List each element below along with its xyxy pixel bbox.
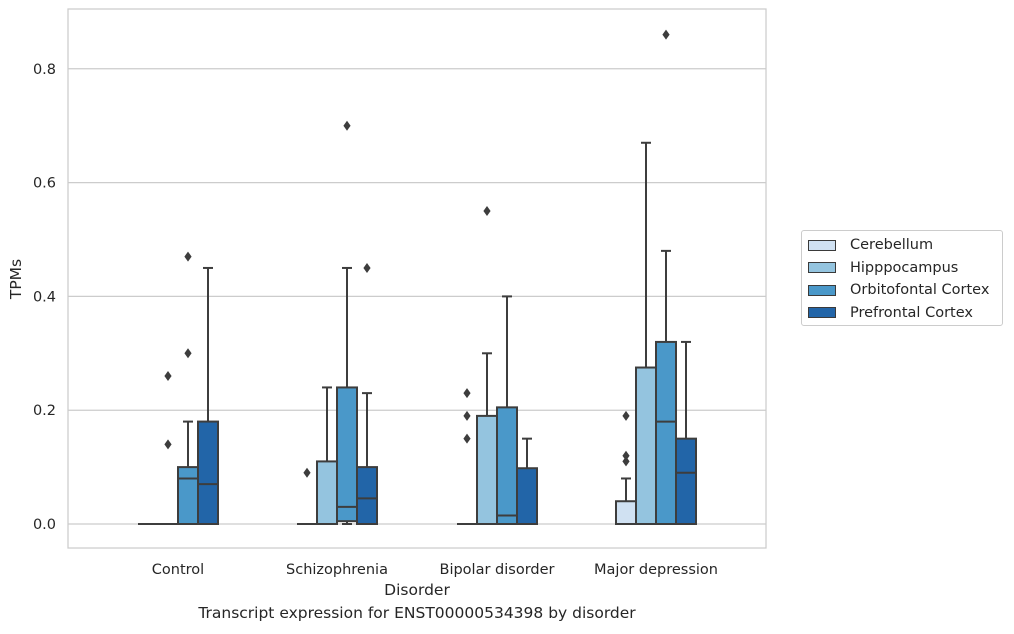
box-body [516,467,538,526]
outlier-point [184,348,192,359]
box-body [496,406,518,526]
outlier-point [463,410,471,421]
box-1-0 [297,467,317,525]
y-tick-labels: 0.0 0.2 0.4 0.6 0.8 [33,62,56,533]
y-tick-label: 0.2 [33,403,56,419]
outlier-point [363,262,371,273]
box-body [336,386,358,523]
box-2-3 [516,437,538,526]
outlier-point [184,251,192,262]
box-body [197,420,219,525]
outlier-point [622,450,630,461]
legend-swatch [808,284,836,296]
box-0-3 [197,266,219,525]
outlier-point [622,456,630,467]
y-tick-label: 0.4 [33,289,56,305]
box-body [615,500,637,525]
boxes [138,29,697,526]
legend-swatch [808,239,836,251]
outlier-point [662,29,670,40]
legend-item: Prefrontal Cortex [808,303,973,323]
box-body [356,466,378,526]
legend-label: Prefrontal Cortex [850,304,973,321]
x-tick-label: Major depression [594,562,718,578]
legend-label: Cerebellum [850,237,934,253]
x-tick-label: Schizophrenia [286,562,388,578]
y-tick-label: 0.0 [33,517,56,533]
outlier-point [622,410,630,421]
x-tick-label: Bipolar disorder [440,562,555,578]
box-0-1 [158,371,178,525]
y-axis-title: TPMs [7,259,25,300]
box-3-1 [635,141,657,525]
box-2-0 [457,388,477,525]
box-1-3 [356,262,378,526]
legend-label: Hipppocampus [850,259,959,276]
outlier-point [463,388,471,399]
legend: Cerebellum Hipppocampus Orbitofontal Corte… [801,230,1003,326]
box-2-2 [496,295,518,526]
box-body [316,460,338,526]
outlier-point [343,120,351,131]
outlier-point [483,206,491,217]
x-tick-label: Control [152,562,204,578]
box-body [635,366,657,525]
legend-swatch [808,262,836,273]
y-tick-label: 0.8 [33,62,56,78]
outlier-point [164,439,172,450]
legend-label: Orbitofontal Cortex [850,282,990,298]
legend-item: Hipppocampus [808,258,958,278]
box-1-2 [336,120,358,525]
outlier-point [303,467,311,478]
figure-caption: Transcript expression for ENST0000053439… [198,604,636,622]
box-3-3 [675,340,697,525]
y-tick-label: 0.6 [33,176,56,192]
outlier-point [463,433,471,444]
x-axis-title: Disorder [384,581,450,599]
legend-swatch [808,307,836,318]
box-body [655,340,677,526]
x-tick-labels: Control Schizophrenia Bipolar disorder Majo… [152,562,718,578]
box-body [675,437,697,525]
legend-item: Cerebellum [808,235,933,255]
box-body [177,466,199,526]
box-3-0 [615,410,637,525]
box-3-2 [655,29,677,526]
outlier-point [164,371,172,382]
box-body [476,414,498,526]
legend-item: Orbitofontal Cortex [808,280,989,300]
